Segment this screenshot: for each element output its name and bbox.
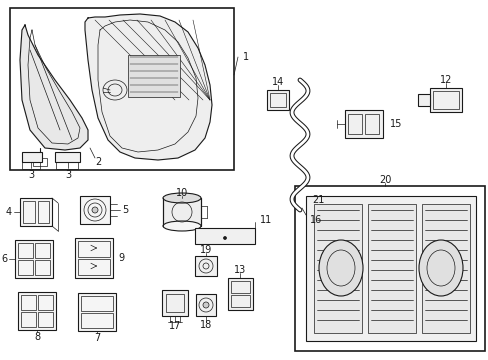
Bar xyxy=(432,91,458,109)
Bar xyxy=(305,196,475,341)
Bar xyxy=(128,55,180,97)
Bar xyxy=(313,204,361,333)
Bar xyxy=(78,259,110,275)
Text: 4: 4 xyxy=(6,207,12,217)
Text: 5: 5 xyxy=(122,205,128,215)
Bar xyxy=(165,294,183,312)
Bar xyxy=(227,278,252,310)
Text: 19: 19 xyxy=(200,245,212,255)
Bar xyxy=(78,293,116,331)
Bar xyxy=(55,152,80,162)
Text: 13: 13 xyxy=(233,265,245,275)
Text: 14: 14 xyxy=(271,77,284,87)
Text: 18: 18 xyxy=(200,320,212,330)
Ellipse shape xyxy=(318,240,362,296)
Bar xyxy=(21,312,36,327)
Bar xyxy=(18,243,33,258)
Bar xyxy=(38,312,53,327)
Bar xyxy=(18,292,56,330)
Bar xyxy=(196,294,216,316)
Bar xyxy=(162,290,187,316)
Text: 10: 10 xyxy=(176,188,188,198)
Text: 3: 3 xyxy=(65,170,71,180)
Bar xyxy=(20,198,52,226)
Bar xyxy=(429,88,461,112)
Bar xyxy=(56,162,78,169)
Bar xyxy=(81,296,113,311)
Bar xyxy=(22,162,40,169)
Text: 3: 3 xyxy=(28,170,34,180)
Bar xyxy=(35,260,50,275)
Bar xyxy=(10,8,234,170)
Text: 6: 6 xyxy=(1,254,7,264)
Bar xyxy=(35,243,50,258)
Bar xyxy=(38,201,49,223)
Ellipse shape xyxy=(203,302,208,308)
Text: 21: 21 xyxy=(311,195,324,205)
Ellipse shape xyxy=(223,237,226,239)
Text: 16: 16 xyxy=(309,215,322,225)
Bar xyxy=(21,295,36,310)
Text: 7: 7 xyxy=(94,333,100,343)
Text: 12: 12 xyxy=(439,75,451,85)
Text: 9: 9 xyxy=(118,253,124,263)
Bar xyxy=(417,94,429,106)
Bar xyxy=(33,158,47,166)
Bar xyxy=(78,241,110,257)
Bar xyxy=(15,240,53,278)
Bar xyxy=(38,295,53,310)
Text: 15: 15 xyxy=(389,119,402,129)
Bar xyxy=(23,201,35,223)
Bar xyxy=(266,90,288,110)
Polygon shape xyxy=(85,14,212,160)
Text: 2: 2 xyxy=(95,157,101,167)
Polygon shape xyxy=(20,25,88,150)
Bar xyxy=(421,204,469,333)
Ellipse shape xyxy=(92,207,98,213)
Text: 8: 8 xyxy=(34,332,40,342)
Text: 1: 1 xyxy=(243,52,248,62)
Bar xyxy=(80,196,110,224)
Text: 17: 17 xyxy=(168,321,181,331)
Ellipse shape xyxy=(163,193,201,203)
Bar xyxy=(230,295,249,307)
Bar xyxy=(269,93,285,107)
Bar xyxy=(347,114,361,134)
Ellipse shape xyxy=(418,240,462,296)
Bar xyxy=(364,114,378,134)
Bar xyxy=(18,260,33,275)
Bar xyxy=(345,110,382,138)
Bar xyxy=(230,281,249,293)
Ellipse shape xyxy=(163,221,201,231)
Bar xyxy=(75,238,113,278)
Text: 11: 11 xyxy=(260,215,272,225)
Bar xyxy=(22,152,42,162)
Bar xyxy=(195,228,254,244)
Bar xyxy=(195,256,217,276)
Bar xyxy=(81,313,113,328)
Text: 20: 20 xyxy=(378,175,390,185)
Bar xyxy=(163,198,201,226)
Bar xyxy=(367,204,415,333)
Bar xyxy=(294,186,484,351)
